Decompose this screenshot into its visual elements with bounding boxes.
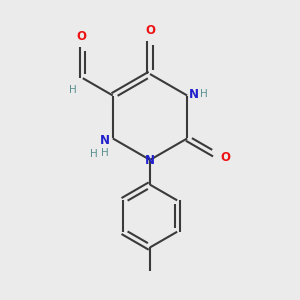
Text: O: O — [76, 31, 86, 44]
Text: H: H — [200, 89, 208, 99]
Text: N: N — [189, 88, 199, 101]
Text: N: N — [145, 154, 155, 167]
Text: O: O — [220, 151, 231, 164]
Text: H: H — [69, 85, 77, 95]
Text: H: H — [101, 148, 109, 158]
Text: N: N — [100, 134, 110, 147]
Text: O: O — [145, 24, 155, 37]
Text: H: H — [90, 149, 98, 159]
